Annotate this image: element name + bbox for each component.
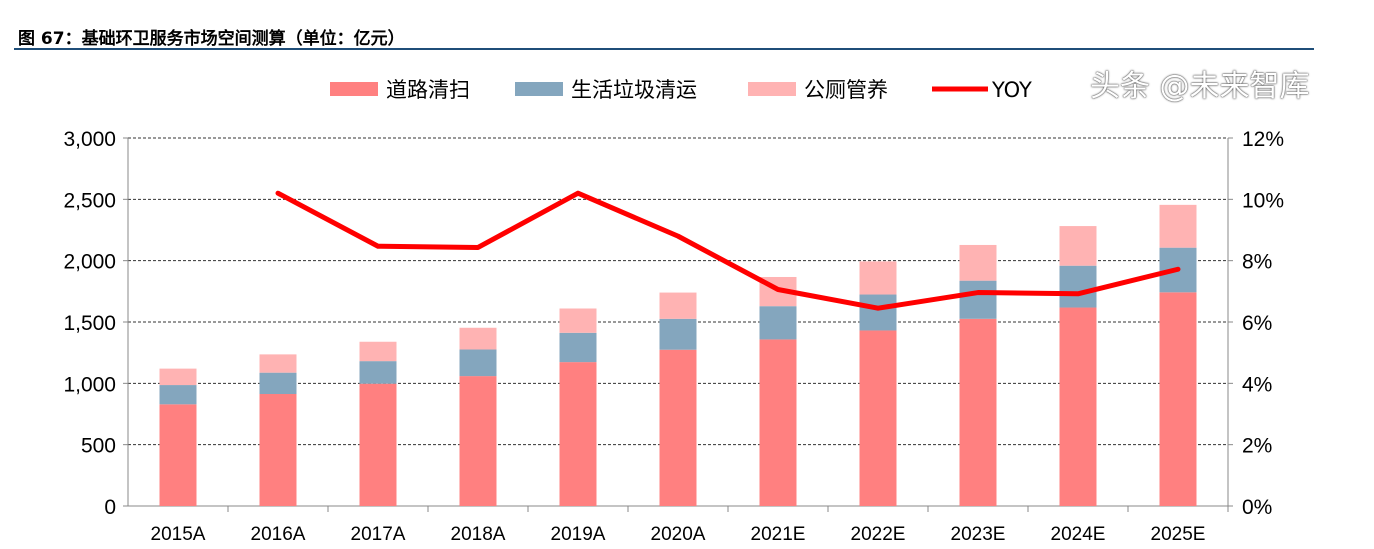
bar-segment	[559, 308, 597, 333]
y-tick-label: 3,000	[63, 128, 116, 151]
bar-segment	[1059, 265, 1097, 308]
y-tick-label: 500	[81, 435, 116, 458]
x-tick-label: 2023E	[951, 524, 1006, 545]
legend-label: 公厕管养	[804, 78, 888, 102]
y-tick-label: 1,000	[63, 373, 116, 396]
y2-tick-label: 10%	[1242, 189, 1284, 212]
y2-tick-label: 6%	[1242, 312, 1272, 335]
title-rule	[14, 48, 1314, 50]
bar-segment	[859, 294, 897, 331]
x-tick-label: 2025E	[1151, 524, 1206, 545]
bar-segment	[459, 327, 497, 350]
y2-tick-label: 12%	[1242, 128, 1284, 151]
bar-segment	[159, 368, 197, 386]
bar-segment	[259, 394, 297, 506]
legend-swatch	[748, 82, 796, 96]
x-tick-label: 2020A	[651, 524, 706, 545]
bar-segment	[1159, 292, 1197, 506]
y-tick-label: 2,000	[63, 251, 116, 274]
x-tick-label: 2022E	[851, 524, 906, 545]
x-tick-label: 2024E	[1051, 524, 1106, 545]
bar-segment	[959, 318, 997, 506]
legend-label: 生活垃圾清运	[571, 78, 697, 102]
watermark: 头条 @未来智库	[1090, 69, 1310, 104]
bar-segment	[559, 332, 597, 363]
legend-label: YOY	[991, 78, 1032, 102]
y-tick-label: 0	[104, 496, 116, 519]
bar-segment	[259, 372, 297, 395]
bar-segment	[959, 280, 997, 319]
y2-tick-label: 4%	[1242, 373, 1272, 396]
bar-segment	[259, 354, 297, 373]
legend-swatch	[515, 82, 563, 96]
bar-segment	[659, 349, 697, 506]
bar-segment	[659, 318, 697, 350]
bar-segment	[959, 244, 997, 281]
bar-segment	[759, 339, 797, 506]
bar-segment	[459, 349, 497, 377]
legend-label: 道路清扫	[386, 78, 470, 102]
x-tick-label: 2019A	[551, 524, 606, 545]
bar-segment	[1159, 204, 1197, 248]
chart-title: 图 67：基础环卫服务市场空间测算（单位：亿元）	[18, 29, 405, 49]
y2-tick-label: 8%	[1242, 251, 1272, 274]
bar-segment	[359, 341, 397, 362]
legend-swatch	[330, 82, 378, 96]
x-tick-label: 2017A	[351, 524, 406, 545]
x-tick-label: 2016A	[251, 524, 306, 545]
x-tick-label: 2015A	[151, 524, 206, 545]
bar-segment	[759, 306, 797, 340]
yoy-line	[275, 190, 1181, 311]
bar-segment	[359, 361, 397, 384]
x-tick-label: 2018A	[451, 524, 506, 545]
bar-segment	[359, 383, 397, 506]
bar-segment	[459, 376, 497, 506]
bar-segment	[859, 261, 897, 295]
bar-segment	[659, 292, 697, 319]
x-tick-label: 2021E	[751, 524, 806, 545]
bar-segment	[1059, 307, 1097, 506]
bar-segment	[559, 362, 597, 506]
bar-segment	[1059, 226, 1097, 266]
y-tick-label: 2,500	[63, 189, 116, 212]
y-tick-label: 1,500	[63, 312, 116, 335]
y2-tick-label: 2%	[1242, 435, 1272, 458]
bar-segment	[159, 404, 197, 506]
bar-segment	[859, 330, 897, 506]
bar-segment	[159, 385, 197, 405]
y2-tick-label: 0%	[1242, 496, 1272, 519]
